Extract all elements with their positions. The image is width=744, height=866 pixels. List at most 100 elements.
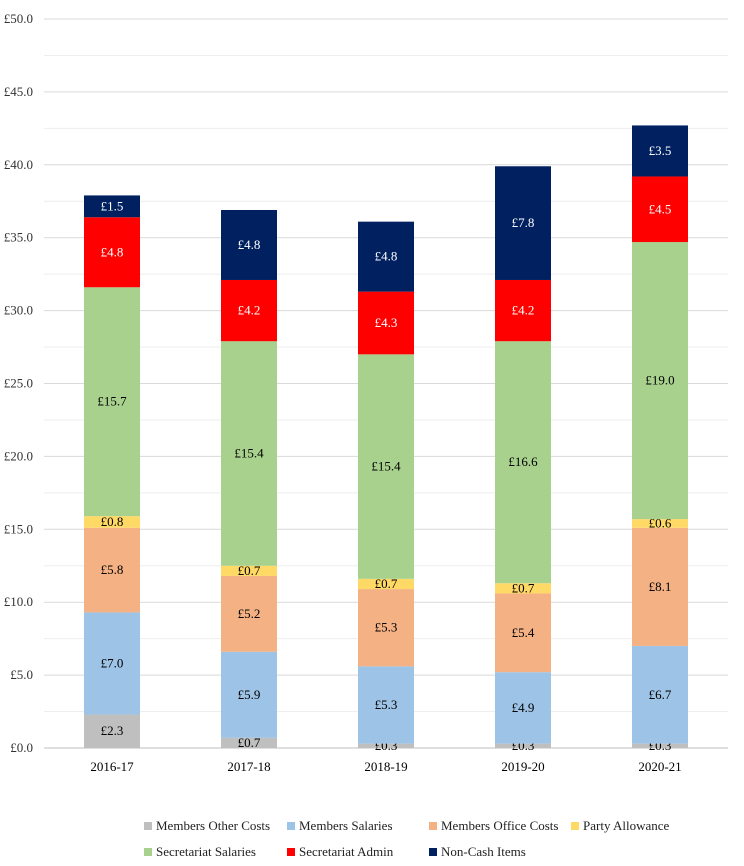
bar-segment [632,743,688,748]
legend-item-secretariat-salaries: Secretariat Salaries [144,844,256,860]
data-label: £0.8 [101,514,124,529]
x-tick-label: 2020-21 [638,759,681,774]
bar-segment [221,565,277,576]
legend-item-members-office-costs: Members Office Costs [429,818,558,834]
data-label: £4.3 [375,315,398,330]
bar-segment [84,516,140,528]
data-label: £3.5 [649,143,672,158]
bar-segment [358,666,414,744]
bar-segment [84,612,140,715]
bar-segment [495,583,551,594]
legend-swatch [144,822,152,830]
data-label: £5.8 [101,562,124,577]
data-label: £0.7 [375,576,398,591]
y-tick-label: £40.0 [4,157,33,172]
legend-swatch [287,848,295,856]
bar-segment [84,527,140,613]
legend-item-non-cash-items: Non-Cash Items [429,844,526,860]
bar-segment [495,743,551,748]
bar-segment [221,575,277,652]
legend-label: Members Office Costs [441,818,559,833]
legend-label: Secretariat Admin [299,844,394,859]
legend-item-party-allowance: Party Allowance [571,818,669,834]
bar-segment [221,341,277,566]
y-tick-label: £25.0 [4,376,33,391]
data-label: £5.3 [375,697,398,712]
data-label: £0.7 [512,580,535,595]
bar-segment [495,672,551,744]
y-tick-label: £50.0 [4,11,33,26]
data-label: £15.4 [234,445,264,460]
data-label: £8.1 [649,579,672,594]
bar-segment [84,217,140,288]
bar-segment [358,221,414,292]
legend-item-members-other-costs: Members Other Costs [144,818,270,834]
data-label: £5.2 [238,606,261,621]
bar-segment [221,737,277,748]
bar-segment [221,279,277,342]
bar-segment [358,743,414,748]
stacked-bar-chart: £0.0 £5.0 £10.0 £15.0 £20.0 £25.0 £30.0 £35.0 £4… [4,11,728,774]
data-label: £16.6 [508,454,538,469]
data-label: £4.8 [101,244,124,259]
bar-segment [358,354,414,579]
legend-label: Members Salaries [299,818,393,833]
y-tick-label: £10.0 [4,594,33,609]
y-tick-label: £35.0 [4,230,33,245]
data-label: £0.7 [238,563,261,578]
legend-swatch [429,822,437,830]
data-label: £4.8 [375,249,398,264]
bar-segment [632,176,688,243]
legend-item-members-salaries: Members Salaries [287,818,393,834]
bar-segment [84,287,140,517]
bar-segment [358,291,414,355]
bar-segment [84,714,140,748]
data-label: £4.2 [512,303,535,318]
data-label: £5.3 [375,620,398,635]
legend-label: Party Allowance [583,818,670,833]
legend-swatch [144,848,152,856]
y-tick-label: £5.0 [10,667,33,682]
bar-segment [358,578,414,590]
data-label: £5.4 [512,625,535,640]
bar-segment [358,589,414,667]
y-tick-label: £45.0 [4,84,33,99]
legend-swatch [571,822,579,830]
y-tick-label: £0.0 [10,740,33,755]
bar-segment [221,209,277,280]
bar-segment [221,651,277,738]
legend-label: Secretariat Salaries [156,844,256,859]
x-tick-label: 2018-19 [364,759,407,774]
data-label: £4.2 [238,303,261,318]
data-label: £0.7 [238,735,261,750]
data-label: £7.0 [101,655,124,670]
y-tick-label: £15.0 [4,521,33,536]
data-label: £4.5 [649,201,672,216]
data-label: £0.6 [649,515,672,530]
data-label: £4.9 [512,700,535,715]
legend-swatch [429,848,437,856]
y-tick-label: £20.0 [4,448,33,463]
bar-segment [495,593,551,673]
bar-segment [495,341,551,584]
bar-segment [632,645,688,744]
bar-segment [84,195,140,218]
data-label: £1.5 [101,198,124,213]
data-label: £5.9 [238,687,261,702]
legend-item-secretariat-admin: Secretariat Admin [287,844,393,860]
x-tick-label: 2017-18 [227,759,270,774]
data-label: £15.7 [97,394,127,409]
bar-segment [632,527,688,646]
bar-segment [632,125,688,177]
data-label: £19.0 [645,373,674,388]
y-tick-label: £30.0 [4,303,33,318]
data-label: £2.3 [101,723,124,738]
data-label: £15.4 [371,459,401,474]
data-label: £7.8 [512,215,535,230]
bar-segment [632,519,688,528]
bar-segment [495,166,551,280]
data-label: £4.8 [238,237,261,252]
data-label: £6.7 [649,687,672,702]
x-tick-label: 2019-20 [501,759,544,774]
legend-label: Members Other Costs [156,818,271,833]
